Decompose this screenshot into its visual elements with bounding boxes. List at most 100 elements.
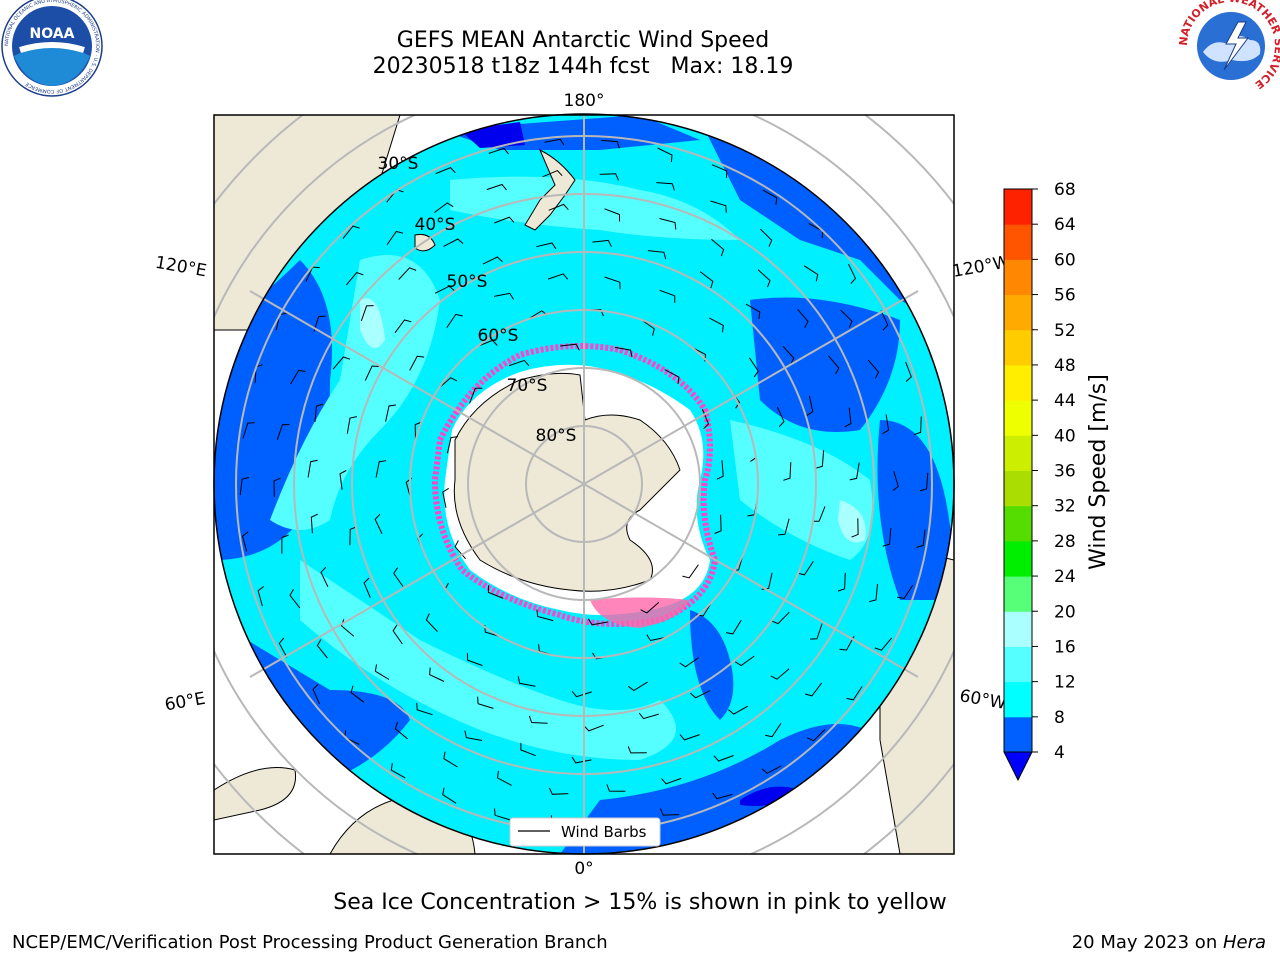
colorbar-tick-label: 36 <box>1054 462 1076 482</box>
colorbar-segment <box>1004 611 1032 647</box>
wind-barb <box>278 637 288 658</box>
wind-barb <box>882 414 890 435</box>
wind-barb <box>869 583 878 603</box>
wind-barb <box>710 200 727 213</box>
wind-barb <box>771 611 790 625</box>
colorbar-tick-label: 4 <box>1054 743 1065 763</box>
lat-label-80s: 80°S <box>536 426 577 446</box>
footer-date-text: 20 May 2023 on <box>1071 932 1223 953</box>
wind-barb <box>477 696 494 709</box>
wind-barb <box>307 459 318 478</box>
colorbar-tick-label: 24 <box>1054 567 1076 587</box>
wind-barb <box>446 436 458 454</box>
wind-barb <box>393 567 404 587</box>
wind-barb <box>711 238 725 257</box>
wind-barb <box>241 531 249 552</box>
colorbar-segment <box>1004 470 1032 507</box>
wind-barb <box>604 208 620 222</box>
wind-barb <box>416 702 433 716</box>
wind-barb <box>442 487 449 508</box>
wind-barb <box>571 690 592 698</box>
wind-barb <box>385 404 396 422</box>
wind-barb <box>349 526 357 546</box>
wind-barb <box>434 202 454 213</box>
wind-barb <box>837 572 846 592</box>
wind-barb <box>332 356 351 370</box>
wind-barb <box>770 668 790 680</box>
lon-label-60w: 60°W <box>958 686 1008 714</box>
wind-barb <box>339 470 347 490</box>
wind-barb <box>867 359 880 379</box>
wind-barb <box>762 189 778 205</box>
colorbar-tick-label: 32 <box>1054 497 1076 517</box>
wind-barb <box>682 564 699 579</box>
wind-barb <box>760 228 773 247</box>
wind-barb <box>840 309 853 328</box>
colorbar-label: Wind Speed [m/s] <box>1086 374 1111 570</box>
wind-barb <box>242 422 255 439</box>
wind-barb <box>882 528 892 547</box>
wind-barb <box>806 395 814 416</box>
graticule <box>214 115 954 854</box>
lat-label-70s: 70°S <box>507 376 548 396</box>
colorbar-segment <box>1004 540 1032 577</box>
wind-zone-low <box>690 610 734 720</box>
colorbar-segment <box>1004 576 1032 612</box>
colorbar-segment <box>1004 435 1032 471</box>
wind-barb <box>342 225 360 239</box>
wind-barb <box>587 618 608 626</box>
wind-barb <box>314 403 324 423</box>
wind-barb <box>761 765 782 774</box>
wind-barb <box>273 477 281 497</box>
wind-barb <box>659 218 677 230</box>
wind-barb <box>313 315 326 333</box>
wind-barb <box>797 561 814 576</box>
colorbar-tick-label: 16 <box>1054 637 1076 657</box>
lat-label-50s: 50°S <box>447 272 488 292</box>
wind-barb <box>442 787 457 804</box>
wind-barb <box>657 147 673 163</box>
wind-barb <box>386 230 404 245</box>
wind-barb <box>340 619 355 637</box>
wind-barb <box>851 518 859 538</box>
colorbar-segment <box>1004 716 1032 753</box>
wind-barb <box>809 623 823 640</box>
wind-barb <box>360 305 374 322</box>
lon-label-0: 0° <box>574 859 593 879</box>
colorbar-under-arrow <box>1003 751 1033 782</box>
wind-barb <box>494 292 514 300</box>
wind-barb <box>398 267 417 280</box>
wind-barb <box>604 276 621 290</box>
wind-barb <box>874 637 893 651</box>
wind-barb <box>464 730 483 741</box>
colorbar-tick-label: 56 <box>1054 286 1076 306</box>
wind-barb <box>560 343 580 351</box>
colorbar-segment <box>1004 294 1032 331</box>
chart-subtitle: 20230518 t18z 144h fcst Max: 18.19 <box>372 54 794 79</box>
colorbar-segment <box>1004 259 1032 296</box>
wind-barb <box>364 365 380 381</box>
lat-label-30s: 30°S <box>378 154 419 174</box>
wind-barb <box>363 577 371 598</box>
wind-barb <box>716 460 724 480</box>
wind-barb <box>310 513 318 534</box>
wind-barb <box>350 685 365 703</box>
sea-ice-note: Sea Ice Concentration > 15% is shown in … <box>333 890 947 915</box>
wind-barb <box>494 216 515 224</box>
wind-barb <box>656 182 675 191</box>
wind-barb <box>713 755 734 762</box>
wind-barb <box>839 635 855 651</box>
wind-zone-under <box>740 786 800 806</box>
noaa-logo-text: NOAA <box>30 26 75 42</box>
wind-barb <box>659 289 676 303</box>
wind-barb <box>312 683 320 705</box>
wind-barb <box>443 238 464 247</box>
wind-barb <box>320 566 329 588</box>
wind-barb <box>548 203 569 211</box>
wind-barb <box>659 808 680 816</box>
colorbar-segment <box>1004 329 1032 366</box>
map-frame <box>213 114 955 855</box>
colorbar-segment <box>1004 681 1032 718</box>
